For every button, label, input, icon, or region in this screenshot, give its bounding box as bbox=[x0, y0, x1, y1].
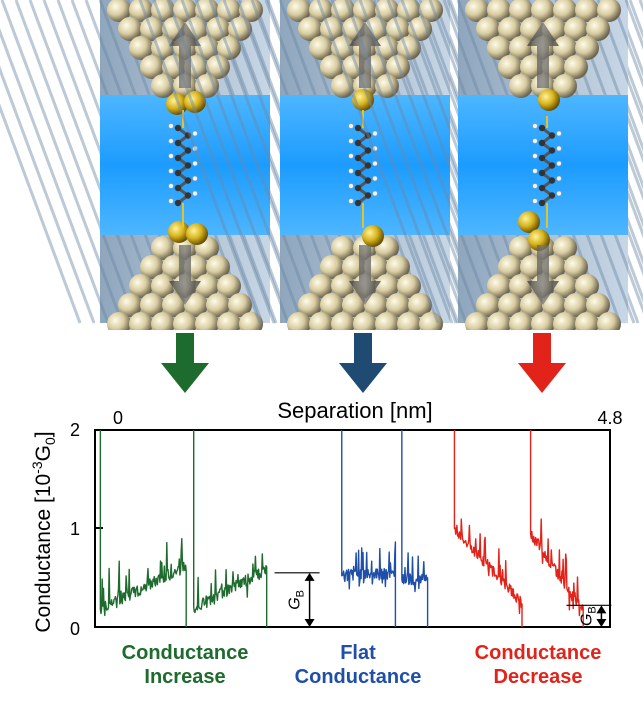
series-flat bbox=[341, 430, 429, 628]
y-axis-label: Conductance [10-3G0] bbox=[29, 431, 58, 632]
ylabel-sup: -3 bbox=[29, 461, 45, 474]
arrow-increase-icon bbox=[161, 333, 209, 393]
y-tick-0: 0 bbox=[70, 619, 80, 639]
gb-label-1: GB bbox=[287, 590, 307, 610]
x-tick-end: 4.8 bbox=[597, 408, 622, 428]
plot-frame bbox=[94, 429, 611, 628]
x-axis-label: Separation [nm] bbox=[277, 398, 432, 423]
ylabel-main: Conductance [10 bbox=[32, 474, 55, 633]
ylabel-tail: G bbox=[32, 445, 55, 461]
caption-flat-line1: Flat bbox=[340, 642, 376, 664]
caption-increase-line2: Increase bbox=[144, 666, 226, 688]
caption-increase: Conductance Increase bbox=[90, 641, 280, 689]
gb-markers: GB GB bbox=[274, 572, 612, 627]
junction-illustrations bbox=[0, 0, 643, 330]
trace-decrease-1 bbox=[453, 430, 523, 628]
caption-decrease: Conductance Decrease bbox=[438, 641, 638, 689]
caption-increase-line1: Conductance bbox=[121, 642, 249, 664]
caption-decrease-line2: Decrease bbox=[493, 666, 583, 688]
trace-increase-2 bbox=[193, 430, 268, 628]
gb-marker-2: GB bbox=[566, 604, 612, 627]
svg-text:Conductance [10-3G0]: Conductance [10-3G0] bbox=[29, 431, 58, 632]
y-tick-2: 2 bbox=[70, 420, 80, 440]
junction-panel-3 bbox=[316, 0, 643, 330]
caption-flat: Flat Conductance bbox=[268, 641, 448, 689]
trace-flat-2 bbox=[401, 430, 429, 628]
trace-flat-1 bbox=[341, 430, 397, 628]
gb-marker-1: GB bbox=[274, 572, 320, 627]
series-layer bbox=[99, 430, 584, 628]
y-tick-1: 1 bbox=[70, 519, 80, 539]
series-decrease bbox=[453, 430, 584, 628]
trace-decrease-2 bbox=[529, 430, 584, 628]
trace-increase-1 bbox=[99, 430, 187, 628]
arrow-decrease-icon bbox=[518, 333, 566, 393]
caption-decrease-line1: Conductance bbox=[474, 642, 602, 664]
x-tick-start: 0 bbox=[113, 408, 123, 428]
ylabel-end: ] bbox=[32, 431, 55, 437]
arrow-flat-icon bbox=[339, 333, 387, 393]
pointer-arrows bbox=[161, 333, 566, 393]
gb-label-2: GB bbox=[578, 606, 598, 626]
series-increase bbox=[99, 430, 268, 628]
caption-flat-line2: Conductance bbox=[294, 666, 422, 688]
conductance-chart: Separation [nm] 0 4.8 Conductance [10-3G… bbox=[29, 398, 623, 639]
ylabel-sub: 0 bbox=[42, 437, 58, 445]
